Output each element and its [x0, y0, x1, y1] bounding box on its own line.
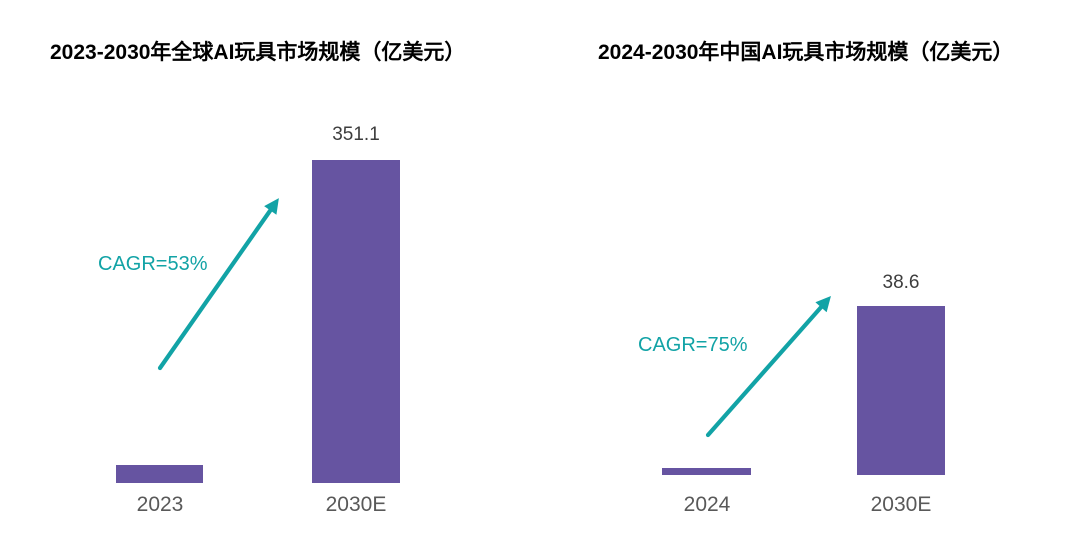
bar-global-2030e: [312, 160, 400, 483]
growth-arrow-china-icon: [705, 296, 831, 438]
axis-label-global-2030e: 2030E: [325, 493, 387, 516]
cagr-annotation-global: CAGR=53%: [98, 253, 208, 275]
axis-label-china-2030e: 2030E: [870, 493, 932, 516]
bar-china-2030e: [857, 306, 945, 475]
value-label-global-2030e: 351.1: [332, 124, 380, 145]
axis-label-global-2023: 2023: [136, 493, 184, 516]
chart-title-global: 2023-2030年全球AI玩具市场规模（亿美元）: [50, 41, 466, 64]
cagr-annotation-china: CAGR=75%: [638, 334, 748, 356]
value-label-china-2030e: 38.6: [882, 272, 920, 293]
chart-title-china: 2024-2030年中国AI玩具市场规模（亿美元）: [598, 41, 1014, 64]
bar-china-2024: [662, 468, 751, 475]
bar-global-2023: [116, 465, 203, 483]
growth-arrow-global-icon: [157, 198, 279, 371]
axis-label-china-2024: 2024: [683, 493, 731, 516]
